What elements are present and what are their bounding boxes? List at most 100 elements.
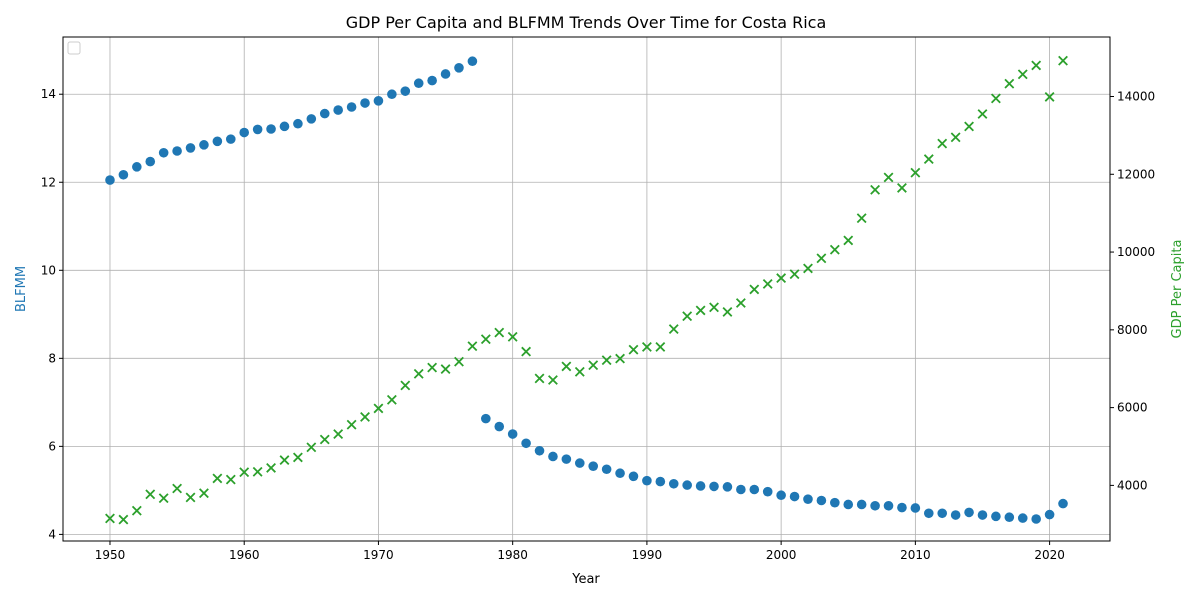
x-tick-label: 1990	[632, 548, 663, 562]
blfmm-point	[548, 451, 558, 462]
blfmm-point	[1058, 498, 1068, 509]
gdp-point	[360, 412, 370, 422]
gdp-point	[252, 466, 263, 477]
gdp-point	[803, 263, 813, 274]
gdp-point	[494, 327, 505, 338]
gdp-point	[789, 269, 800, 280]
gdp-point	[722, 307, 733, 317]
blfmm-point	[883, 500, 894, 511]
blfmm-point	[185, 143, 196, 153]
blfmm-point	[588, 461, 599, 471]
gdp-point	[440, 364, 451, 375]
gdp-point	[199, 488, 209, 499]
blfmm-point	[615, 468, 625, 479]
gdp-point	[923, 154, 934, 165]
blfmm-point	[507, 429, 518, 439]
blfmm-point	[413, 78, 424, 89]
gdp-point	[601, 355, 612, 366]
left-y-tick-label: 8	[48, 351, 56, 365]
gdp-point	[185, 492, 196, 503]
x-tick-label: 2020	[1034, 548, 1065, 562]
gdp-point	[467, 341, 478, 352]
gdp-point	[454, 356, 464, 367]
blfmm-point	[923, 508, 934, 519]
blfmm-point	[158, 147, 169, 158]
blfmm-point	[225, 134, 236, 144]
gdp-point	[682, 311, 693, 322]
blfmm-point	[132, 162, 142, 172]
blfmm-point	[601, 464, 612, 475]
gdp-point	[977, 109, 988, 119]
right-y-tick-label: 12000	[1117, 167, 1155, 181]
right-y-axis-label: GDP Per Capita	[1170, 240, 1185, 339]
x-axis-label: Year	[571, 572, 600, 587]
gdp-point	[695, 305, 706, 316]
blfmm-point	[521, 438, 531, 449]
blfmm-point	[776, 490, 786, 501]
gdp-point	[574, 366, 585, 377]
blfmm-point	[346, 102, 357, 112]
blfmm-point	[749, 484, 760, 495]
blfmm-point	[1031, 514, 1041, 524]
gdp-point	[1058, 55, 1068, 66]
blfmm-point	[722, 482, 733, 492]
gdp-point	[937, 138, 948, 149]
blfmm-point	[950, 510, 961, 520]
gdp-point	[561, 361, 572, 372]
blfmm-point	[789, 491, 800, 502]
blfmm-point	[105, 175, 115, 185]
gdp-point	[346, 419, 357, 430]
gdp-point	[534, 373, 545, 384]
blfmm-point	[964, 507, 974, 518]
right-y-tick-label: 6000	[1117, 401, 1148, 415]
gdp-point	[172, 483, 183, 494]
gdp-point	[856, 213, 867, 224]
right-y-tick-label: 14000	[1117, 90, 1155, 104]
blfmm-point	[440, 69, 451, 79]
gdp-point	[333, 429, 344, 439]
gdp-point	[950, 132, 961, 143]
blfmm-series	[105, 56, 1068, 524]
gdp-point	[749, 284, 760, 295]
blfmm-point	[709, 481, 719, 492]
gdp-point	[709, 302, 719, 313]
gdp-point	[279, 455, 290, 466]
right-y-tick-label: 10000	[1117, 245, 1155, 259]
blfmm-point	[682, 480, 692, 490]
blfmm-point	[695, 481, 706, 491]
gdp-point	[145, 489, 156, 500]
gdp-point	[655, 342, 666, 352]
blfmm-point	[118, 169, 129, 180]
blfmm-point	[1044, 509, 1055, 520]
left-y-tick-label: 10	[41, 263, 56, 277]
blfmm-point	[628, 471, 639, 482]
gdp-series	[105, 55, 1068, 525]
blfmm-point	[910, 503, 921, 513]
blfmm-point	[172, 146, 182, 156]
gdp-point	[212, 473, 223, 484]
blfmm-point	[279, 121, 290, 132]
blfmm-point	[762, 486, 773, 497]
gdp-point	[816, 253, 827, 264]
gdp-point	[266, 462, 276, 473]
left-y-tick-label: 4	[48, 527, 56, 541]
blfmm-point	[360, 98, 370, 108]
blfmm-point	[467, 56, 478, 67]
gdp-point	[239, 467, 250, 478]
blfmm-point	[977, 510, 988, 520]
gdp-point	[990, 93, 1001, 104]
gdp-point	[668, 324, 679, 334]
blfmm-point	[306, 114, 317, 124]
legend-box	[67, 41, 81, 55]
gdp-point	[521, 346, 532, 357]
gdp-point	[400, 380, 411, 391]
blfmm-point	[534, 445, 545, 456]
gdp-point	[1044, 91, 1055, 102]
blfmm-point	[642, 475, 652, 486]
blfmm-point	[736, 484, 746, 495]
gdp-point	[964, 121, 974, 132]
gdp-point	[105, 513, 115, 524]
gdp-point	[292, 452, 303, 463]
left-y-tick-label: 14	[41, 87, 56, 101]
